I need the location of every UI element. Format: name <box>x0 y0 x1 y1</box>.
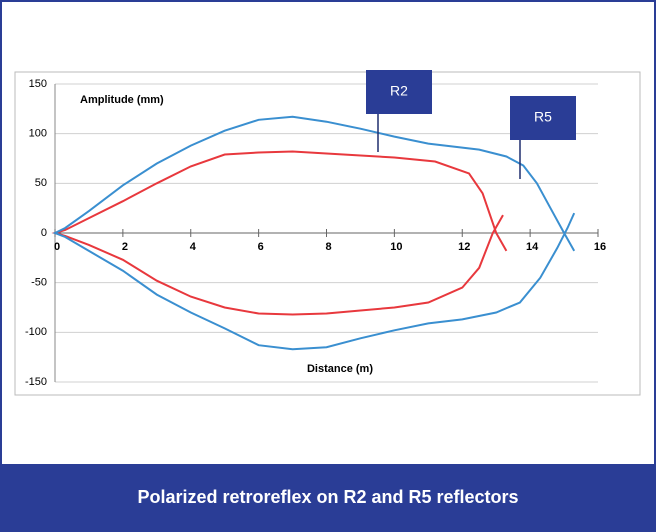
x-axis-label: Distance (m) <box>307 363 373 375</box>
x-tick-label: 4 <box>190 241 197 253</box>
x-tick-label: 16 <box>594 241 606 253</box>
y-axis-label: Amplitude (mm) <box>80 94 164 106</box>
y-tick-label: 100 <box>29 128 47 140</box>
x-tick-label: 2 <box>122 241 128 253</box>
chart: Amplitude (mm) Distance (m) 150100500-50… <box>14 70 641 396</box>
series-line <box>52 115 576 351</box>
legend-label: R2 <box>390 83 408 99</box>
y-tick-label: -150 <box>25 376 47 388</box>
x-tick-label: 0 <box>54 241 60 253</box>
caption: Polarized retroreflex on R2 and R5 refle… <box>2 464 654 530</box>
legend-label: R5 <box>534 109 552 125</box>
x-tick-label: 8 <box>325 241 331 253</box>
y-tick-label: 50 <box>35 177 47 189</box>
callout-box <box>366 70 432 114</box>
y-tick-label: -100 <box>25 326 47 338</box>
callout-box <box>510 96 576 140</box>
x-tick-label: 10 <box>390 241 402 253</box>
x-tick-label: 14 <box>526 241 539 253</box>
y-tick-label: 0 <box>41 227 47 239</box>
y-tick-label: -50 <box>31 277 47 289</box>
y-tick-label: 150 <box>29 78 47 90</box>
x-tick-label: 6 <box>258 241 264 253</box>
x-tick-label: 12 <box>458 241 470 253</box>
